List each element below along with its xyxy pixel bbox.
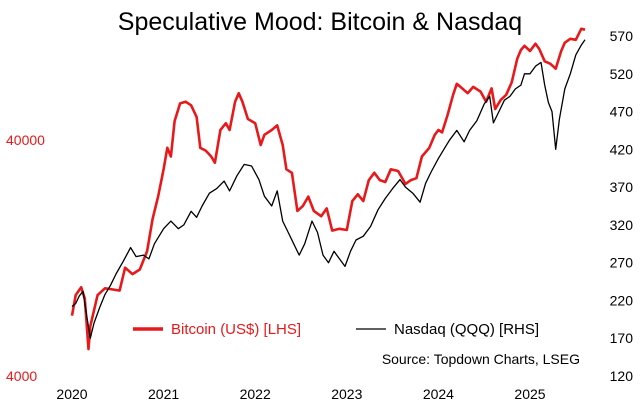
right-axis-ticks: 120 170 220 270 320 370 420 470 520 570 [610, 28, 634, 384]
x-tick-label: 2024 [423, 386, 454, 402]
right-tick-label: 120 [610, 368, 634, 384]
chart-title: Speculative Mood: Bitcoin & Nasdaq [118, 8, 522, 36]
left-tick-label: 4000 [6, 368, 37, 384]
right-tick-label: 370 [610, 179, 634, 195]
right-tick-label: 270 [610, 255, 634, 271]
plot-area [70, 27, 586, 351]
legend-label-nasdaq: Nasdaq (QQQ) [RHS] [394, 321, 539, 338]
bitcoin-line [70, 27, 586, 351]
x-tick-label: 2025 [514, 386, 545, 402]
left-tick-label: 40000 [6, 132, 45, 148]
right-tick-label: 220 [610, 292, 634, 308]
left-axis-ticks: 4000 40000 [6, 132, 45, 384]
right-tick-label: 420 [610, 141, 634, 157]
right-tick-label: 170 [610, 330, 634, 346]
x-tick-label: 2020 [56, 386, 87, 402]
x-tick-label: 2022 [240, 386, 271, 402]
legend-label-bitcoin: Bitcoin (US$) [LHS] [171, 321, 301, 338]
right-tick-label: 320 [610, 217, 634, 233]
source-note: Source: Topdown Charts, LSEG [382, 351, 580, 367]
legend: Bitcoin (US$) [LHS] Nasdaq (QQQ) [RHS] [133, 321, 539, 338]
right-tick-label: 570 [610, 28, 634, 44]
x-tick-label: 2023 [331, 386, 362, 402]
right-tick-label: 470 [610, 104, 634, 120]
x-axis-ticks: 2020 2021 2022 2023 2024 2025 [56, 386, 545, 402]
nasdaq-line [71, 39, 586, 339]
x-tick-label: 2021 [148, 386, 179, 402]
right-tick-label: 520 [610, 66, 634, 82]
